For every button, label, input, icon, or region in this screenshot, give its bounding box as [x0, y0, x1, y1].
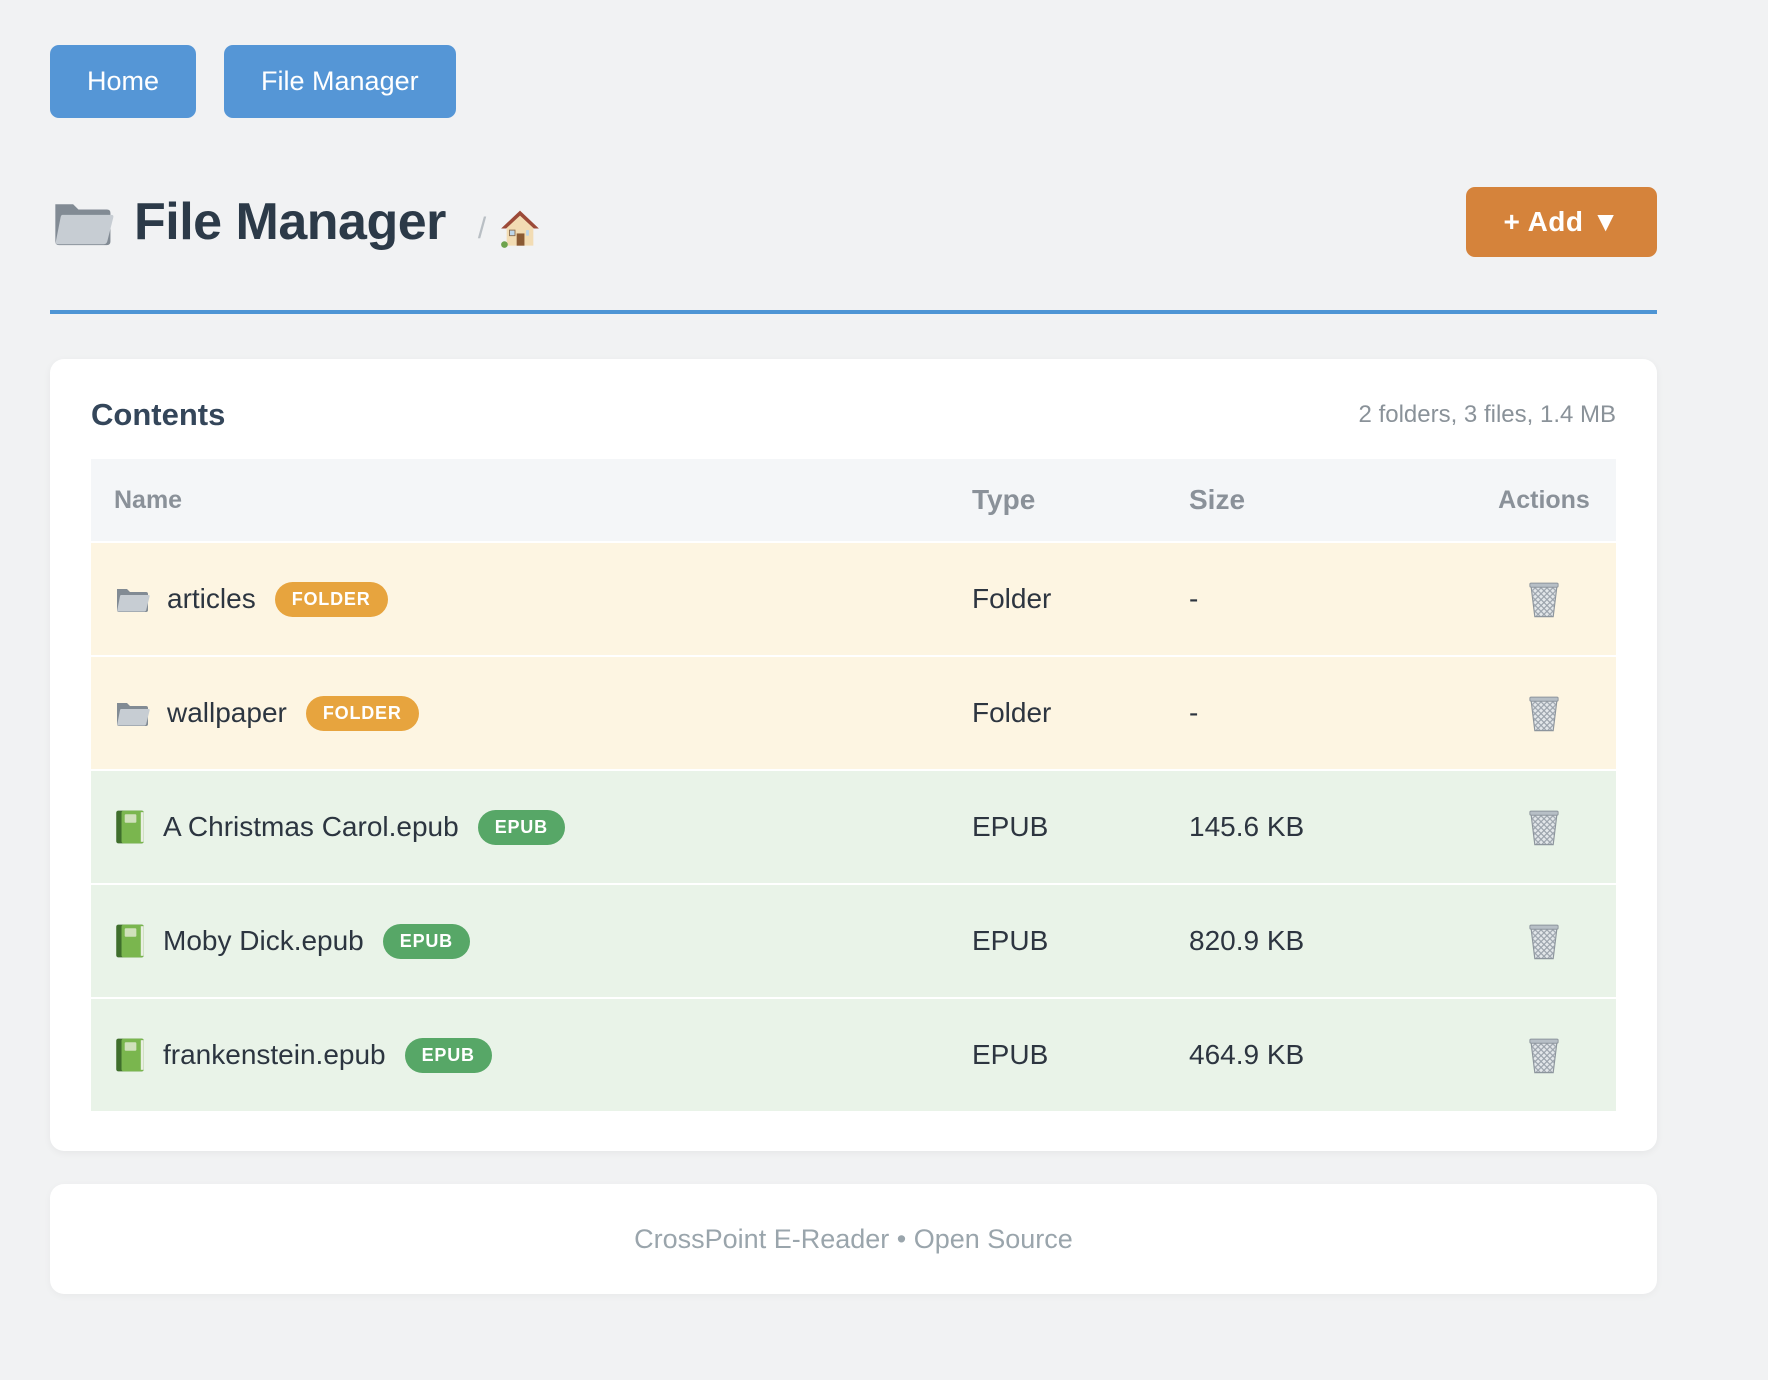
- name-cell: A Christmas Carol.epub EPUB: [91, 809, 972, 845]
- book-icon: [114, 809, 146, 845]
- folder-icon: [50, 195, 114, 249]
- file-type: EPUB: [972, 1039, 1049, 1070]
- book-icon: [114, 1037, 146, 1073]
- file-size: 820.9 KB: [1189, 925, 1305, 956]
- column-header-size: Size: [1189, 484, 1246, 515]
- folder-icon: [114, 697, 150, 729]
- file-table: Name Type Size Actions: [91, 459, 1616, 1111]
- top-nav: Home File Manager: [50, 45, 1657, 118]
- name-cell: articles FOLDER: [91, 581, 972, 617]
- contents-heading: Contents: [91, 397, 226, 432]
- page-header: File Manager / + Add ▼: [50, 174, 1657, 270]
- table-row[interactable]: Moby Dick.epub EPUB EPUB 820.9 KB: [91, 885, 1616, 997]
- contents-card: Contents 2 folders, 3 files, 1.4 MB Name…: [50, 359, 1657, 1151]
- column-header-actions: Actions: [1498, 485, 1590, 514]
- actions-cell: [1472, 807, 1616, 847]
- footer: CrossPoint E-Reader • Open Source: [50, 1184, 1657, 1294]
- actions-cell: [1472, 579, 1616, 619]
- file-name: wallpaper: [167, 697, 287, 728]
- trash-icon[interactable]: [1526, 579, 1562, 619]
- breadcrumb-separator: /: [477, 212, 487, 245]
- table-body: articles FOLDER Folder -: [91, 543, 1616, 1111]
- file-type: EPUB: [972, 811, 1049, 842]
- file-name: A Christmas Carol.epub: [163, 811, 459, 842]
- column-header-name: Name: [114, 485, 183, 514]
- book-icon: [114, 923, 146, 959]
- actions-cell: [1472, 1035, 1616, 1075]
- table-row[interactable]: articles FOLDER Folder -: [91, 543, 1616, 655]
- table-row[interactable]: wallpaper FOLDER Folder -: [91, 657, 1616, 769]
- file-size: -: [1189, 583, 1199, 614]
- header-divider: [50, 310, 1657, 314]
- table-row[interactable]: A Christmas Carol.epub EPUB EPUB 145.6 K…: [91, 771, 1616, 883]
- nav-home-button[interactable]: Home: [50, 45, 197, 118]
- actions-cell: [1472, 921, 1616, 961]
- type-badge: EPUB: [404, 1037, 492, 1073]
- type-badge: FOLDER: [305, 695, 419, 731]
- table-row[interactable]: frankenstein.epub EPUB EPUB 464.9 KB: [91, 999, 1616, 1111]
- file-type: Folder: [972, 697, 1052, 728]
- actions-cell: [1472, 693, 1616, 733]
- trash-icon[interactable]: [1526, 1035, 1562, 1075]
- name-cell: wallpaper FOLDER: [91, 695, 972, 731]
- type-badge: EPUB: [477, 809, 565, 845]
- footer-text: CrossPoint E-Reader • Open Source: [634, 1223, 1073, 1254]
- trash-icon[interactable]: [1526, 807, 1562, 847]
- contents-summary: 2 folders, 3 files, 1.4 MB: [1358, 401, 1616, 428]
- folder-icon: [114, 583, 150, 615]
- name-cell: frankenstein.epub EPUB: [91, 1037, 972, 1073]
- file-size: 464.9 KB: [1189, 1039, 1305, 1070]
- file-type: EPUB: [972, 925, 1049, 956]
- file-type: Folder: [972, 583, 1052, 614]
- breadcrumb-home-icon[interactable]: [500, 210, 540, 248]
- trash-icon[interactable]: [1526, 921, 1562, 961]
- file-name: frankenstein.epub: [163, 1039, 386, 1070]
- file-size: -: [1189, 697, 1199, 728]
- add-button-label: + Add ▼: [1503, 206, 1620, 237]
- type-badge: FOLDER: [274, 581, 388, 617]
- table-header-row: Name Type Size Actions: [91, 459, 1616, 541]
- page-title: File Manager: [134, 193, 446, 251]
- nav-file-manager-button[interactable]: File Manager: [224, 45, 456, 118]
- file-name: Moby Dick.epub: [163, 925, 364, 956]
- file-size: 145.6 KB: [1189, 811, 1305, 842]
- add-button[interactable]: + Add ▼: [1466, 187, 1657, 257]
- type-badge: EPUB: [382, 923, 470, 959]
- file-name: articles: [167, 583, 256, 614]
- column-header-type: Type: [972, 484, 1036, 515]
- trash-icon[interactable]: [1526, 693, 1562, 733]
- name-cell: Moby Dick.epub EPUB: [91, 923, 972, 959]
